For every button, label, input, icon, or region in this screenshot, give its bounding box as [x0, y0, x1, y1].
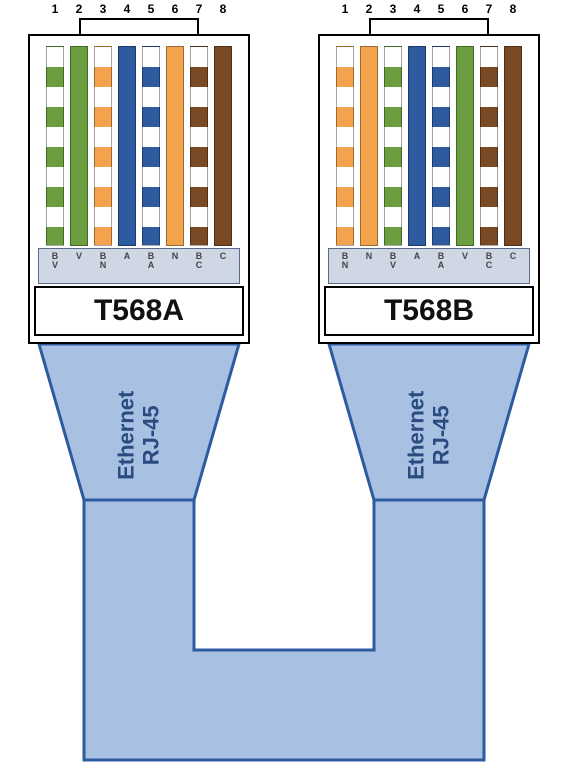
- wire: [336, 46, 354, 246]
- rj45-diagram: 12345678 BVVBNABANBCC T568A Ethernet RJ-…: [0, 0, 568, 768]
- wire: [432, 46, 450, 246]
- pin-number: 6: [163, 2, 187, 16]
- wire-letter-code: C: [501, 252, 525, 271]
- pin-number: 7: [187, 2, 211, 16]
- wire-letter-code: A: [405, 252, 429, 271]
- pin-number: 2: [357, 2, 381, 16]
- wire-letter-code: BN: [333, 252, 357, 271]
- wire: [70, 46, 88, 246]
- wire: [190, 46, 208, 246]
- wire: [456, 46, 474, 246]
- pin-number: 3: [381, 2, 405, 16]
- standard-name-left-text: T568A: [94, 294, 184, 328]
- pin-number: 1: [333, 2, 357, 16]
- wire-letter-code: N: [357, 252, 381, 271]
- pin-number: 4: [405, 2, 429, 16]
- wire-letter-code: V: [67, 252, 91, 271]
- boot-label-right-line2: RJ-45: [429, 405, 454, 465]
- pin-number: 8: [501, 2, 525, 16]
- wire: [94, 46, 112, 246]
- pin-labels-right: 12345678: [333, 2, 525, 16]
- wires-right: [333, 46, 525, 246]
- pin-number: 4: [115, 2, 139, 16]
- pin-number: 7: [477, 2, 501, 16]
- wire: [384, 46, 402, 246]
- pin-number: 5: [139, 2, 163, 16]
- wire: [480, 46, 498, 246]
- pin-number: 1: [43, 2, 67, 16]
- wire-letter-code: BC: [187, 252, 211, 271]
- wire: [46, 46, 64, 246]
- pin-number: 3: [91, 2, 115, 16]
- boot-label-right-line1: Ethernet: [404, 391, 429, 480]
- wire-letter-code: V: [453, 252, 477, 271]
- boot-label-left-line2: RJ-45: [139, 405, 164, 465]
- wire-letter-code: BA: [139, 252, 163, 271]
- wire: [504, 46, 522, 246]
- pin-number: 6: [453, 2, 477, 16]
- pin-number: 2: [67, 2, 91, 16]
- pin-number: 5: [429, 2, 453, 16]
- boot-label-left: Ethernet RJ-45: [114, 375, 165, 495]
- pin-labels-left: 12345678: [43, 2, 235, 16]
- boot-label-left-line1: Ethernet: [114, 391, 139, 480]
- letter-codes-left: BVVBNABANBCC: [43, 252, 235, 271]
- wire-letter-code: BV: [381, 252, 405, 271]
- standard-name-right-text: T568B: [384, 294, 474, 328]
- wire: [360, 46, 378, 246]
- wire: [118, 46, 136, 246]
- wire: [408, 46, 426, 246]
- wire-letter-code: N: [163, 252, 187, 271]
- letter-codes-right: BNNBVABAVBCC: [333, 252, 525, 271]
- wire-letter-code: C: [211, 252, 235, 271]
- standard-name-left: T568A: [34, 286, 244, 336]
- wire-letter-code: BA: [429, 252, 453, 271]
- standard-name-right: T568B: [324, 286, 534, 336]
- wire-letter-code: BC: [477, 252, 501, 271]
- wire: [214, 46, 232, 246]
- wire-letter-code: A: [115, 252, 139, 271]
- wires-left: [43, 46, 235, 246]
- wire: [166, 46, 184, 246]
- wire: [142, 46, 160, 246]
- wire-letter-code: BN: [91, 252, 115, 271]
- boot-label-right: Ethernet RJ-45: [404, 375, 455, 495]
- pin-number: 8: [211, 2, 235, 16]
- wire-letter-code: BV: [43, 252, 67, 271]
